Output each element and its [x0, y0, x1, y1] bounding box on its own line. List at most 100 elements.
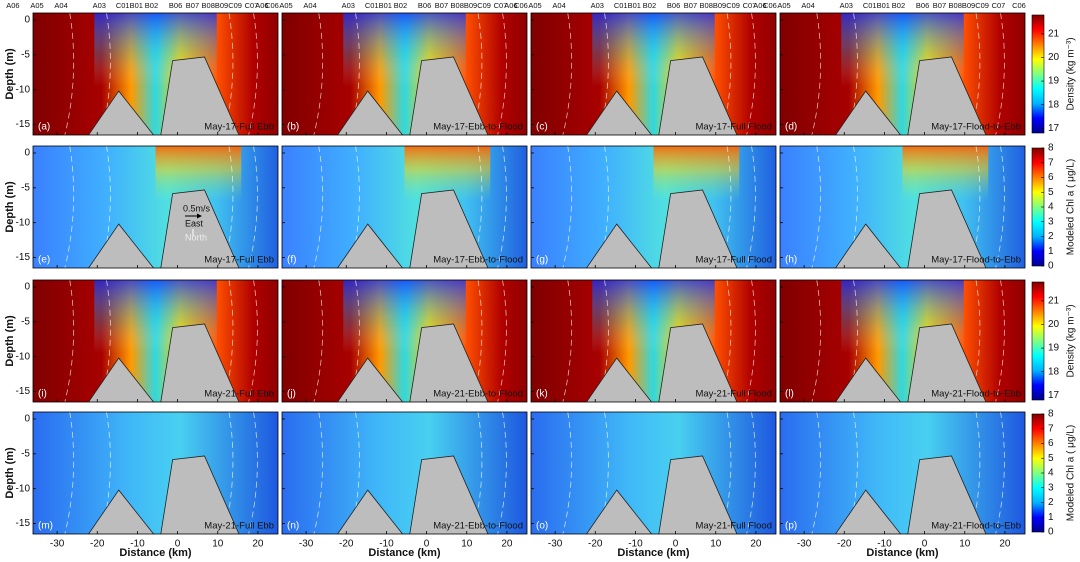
station-label: A03 — [342, 1, 355, 10]
x-tick-label: 10 — [461, 539, 473, 550]
field — [33, 412, 278, 534]
x-tick-label: -20 — [339, 539, 354, 550]
x-axis-label: Distance (km) — [617, 547, 689, 559]
colorbar-tick-label: 17 — [1048, 390, 1060, 401]
panel — [33, 146, 278, 268]
panel-label: (g) — [536, 255, 548, 266]
contour-line — [562, 280, 573, 402]
station-label: B08B09C09 — [949, 1, 989, 10]
station-label: B07 — [435, 1, 448, 10]
colorbar-label: Modeled Chl a ( μg/L) — [1066, 159, 1077, 255]
contour-line — [497, 280, 507, 402]
colorbar-tick-label: 3 — [1048, 216, 1054, 227]
panel-frame — [779, 145, 1026, 269]
panel-title: May-21-Ebb-to-Flood — [433, 521, 523, 532]
contour-line — [248, 412, 258, 534]
station-label: B06 — [169, 1, 182, 10]
panel-title: May-17-Full Flood — [695, 122, 772, 133]
contour-line — [223, 412, 234, 534]
panel — [282, 412, 527, 534]
panel-title: May-21-Full Flood — [695, 389, 772, 400]
panel-frame — [281, 411, 528, 535]
panel — [33, 13, 278, 135]
panel-frame — [779, 279, 1026, 403]
panel-title: May-21-Full Flood — [695, 521, 772, 532]
station-label: C01B01 — [614, 1, 641, 10]
panel-title: May-21-Flood-to-Ebb — [931, 389, 1021, 400]
contour-line — [811, 146, 822, 268]
panel-label: (p) — [785, 521, 797, 532]
station-label: C06 — [763, 1, 777, 10]
y-tick-label: -10 — [16, 217, 31, 228]
x-tick-label: -30 — [50, 539, 65, 550]
contour-line — [472, 146, 483, 268]
colorbar-tick-label: 20 — [1048, 319, 1060, 330]
station-label: B02 — [145, 1, 158, 10]
y-axis-label: Depth (m) — [4, 48, 16, 100]
contour-line — [599, 146, 609, 268]
station-label: A06 — [6, 1, 19, 10]
panel-frame — [530, 279, 777, 403]
station-label: C01B01 — [365, 1, 392, 10]
x-tick-label: -10 — [379, 539, 394, 550]
colorbar-tick-label: 4 — [1048, 202, 1054, 213]
panel-title: May-17-Flood-to-Ebb — [931, 122, 1021, 133]
panel-label: (o) — [536, 521, 548, 532]
contour-line — [350, 412, 360, 534]
x-tick-label: 0 — [424, 539, 430, 550]
colorbar-label: Density (kg m⁻³) — [1066, 304, 1077, 377]
panel-frame — [32, 411, 279, 535]
y-tick-label: 0 — [24, 282, 30, 293]
contour-line — [472, 412, 483, 534]
colorbar-tick-label: 6 — [1048, 438, 1054, 449]
panel-frame — [530, 145, 777, 269]
panel-title: May-17-Full Flood — [695, 255, 772, 266]
panel-title: May-21-Ebb-to-Flood — [433, 389, 523, 400]
panel-title: May-21-Flood-to-Ebb — [931, 521, 1021, 532]
contour-line — [848, 412, 858, 534]
terrain — [88, 56, 240, 135]
contour-line — [995, 146, 1005, 268]
contour-line — [497, 412, 507, 534]
panel-label: (f) — [287, 255, 296, 266]
panel — [780, 280, 1025, 402]
x-tick-label: 20 — [750, 539, 762, 550]
y-tick-label: -10 — [16, 351, 31, 362]
panel-label: (k) — [536, 389, 548, 400]
y-tick-label: -5 — [21, 49, 30, 60]
station-label: A03 — [840, 1, 853, 10]
terrain — [88, 323, 240, 402]
panel-frame — [32, 12, 279, 136]
contour-line — [562, 146, 573, 268]
colorbar-tick-label: 8 — [1048, 409, 1054, 420]
contour-line — [101, 280, 111, 402]
panel — [33, 412, 278, 534]
panel-frame — [32, 145, 279, 269]
x-tick-label: 20 — [252, 539, 264, 550]
x-tick-label: 0 — [922, 539, 928, 550]
panel-title: May-17-Ebb-to-Flood — [433, 122, 523, 133]
scale-label: 0.5m/s — [183, 203, 211, 213]
panel-frame — [779, 12, 1026, 136]
panel — [780, 146, 1025, 268]
y-tick-label: -15 — [16, 119, 31, 130]
contour-line — [223, 146, 234, 268]
contour-line — [248, 13, 258, 135]
contour-line — [970, 412, 981, 534]
station-label: B06 — [667, 1, 680, 10]
station-label: C06 — [265, 1, 279, 10]
colorbar-tick-label: 17 — [1048, 123, 1060, 134]
contour-line — [721, 146, 732, 268]
contour-line — [721, 412, 732, 534]
contour-line — [746, 280, 756, 402]
contour-line — [970, 280, 981, 402]
station-label: B02 — [892, 1, 905, 10]
panel-title: May-17-Full Ebb — [204, 122, 274, 133]
contour-line — [101, 13, 111, 135]
y-tick-label: -5 — [21, 316, 30, 327]
north-label: North — [185, 232, 207, 242]
panel-label: (j) — [287, 389, 296, 400]
x-tick-label: -10 — [877, 539, 892, 550]
station-label: C06 — [514, 1, 528, 10]
